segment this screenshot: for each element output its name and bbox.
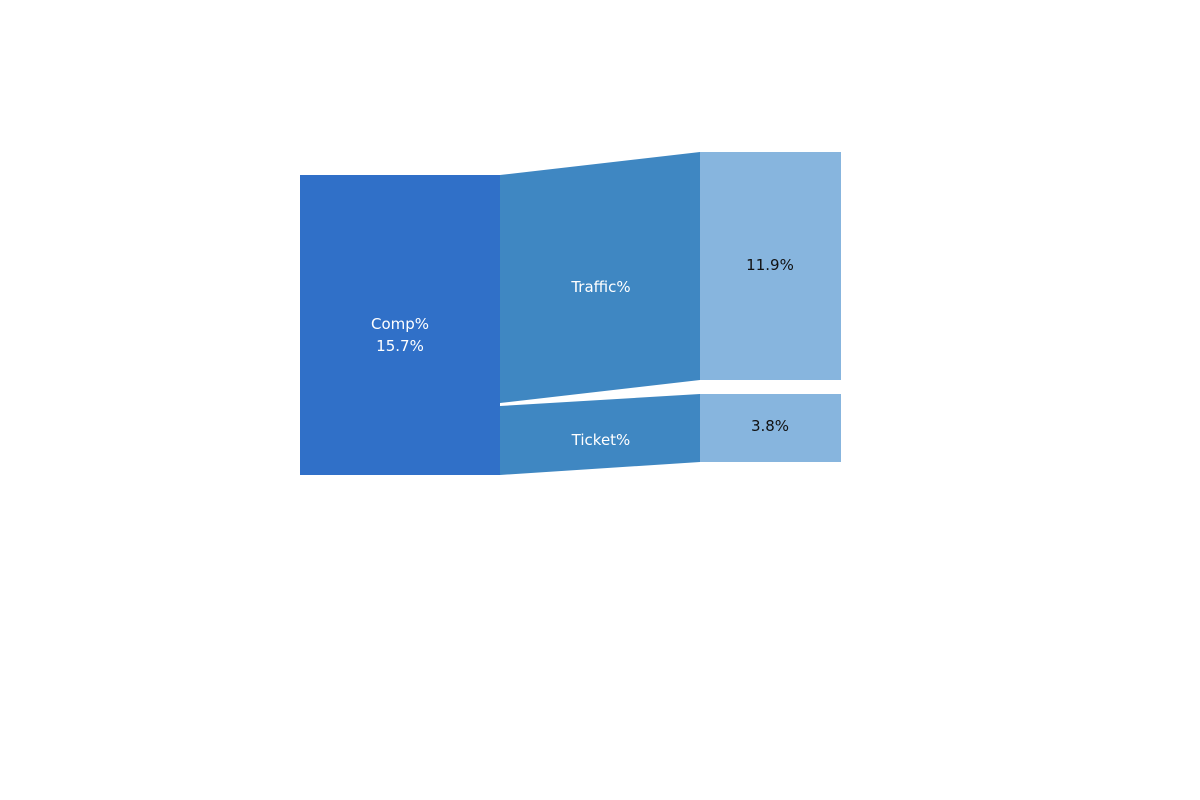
flow-ticket xyxy=(500,394,700,475)
value-node-traffic-label: 11.9% xyxy=(746,256,794,274)
root-node-value: 15.7% xyxy=(376,337,424,355)
flow-ticket-label: Ticket% xyxy=(571,431,631,449)
root-node-label: Comp% xyxy=(371,315,429,333)
flow-traffic-label: Traffic% xyxy=(570,278,630,296)
value-node-ticket-label: 3.8% xyxy=(751,417,789,435)
value-node-traffic xyxy=(700,152,841,380)
root-node-comp xyxy=(300,175,500,475)
value-node-ticket xyxy=(700,394,841,462)
flow-traffic xyxy=(500,152,700,403)
